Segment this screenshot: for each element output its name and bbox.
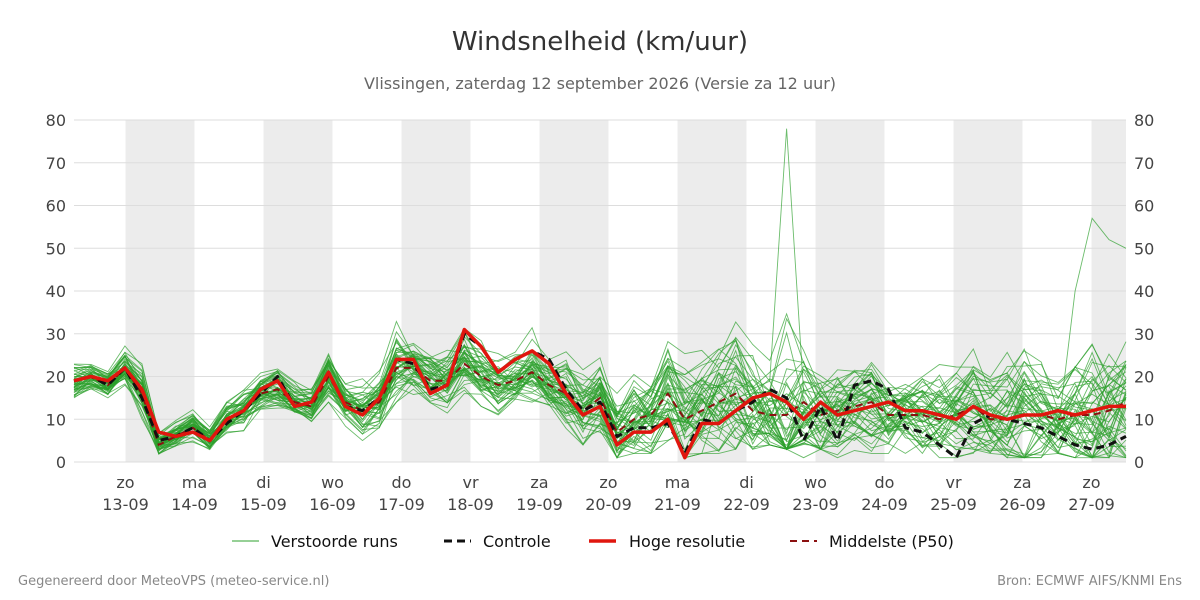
y-axis-right: 0 10 20 30 40 50 60 70 80 — [1134, 111, 1154, 472]
ensemble-member-line — [73, 341, 1127, 451]
x-tick-date: 26-09 — [999, 495, 1046, 514]
y-tick-label-right: 0 — [1134, 453, 1144, 472]
ensemble-member-line — [73, 352, 1127, 459]
x-tick-day: do — [875, 473, 895, 492]
x-tick-day: za — [1013, 473, 1031, 492]
x-tick-day: di — [739, 473, 754, 492]
footer-source: Bron: ECMWF AIFS/KNMI Ens — [997, 574, 1182, 589]
x-tick-date: 20-09 — [585, 495, 632, 514]
x-tick-day: wo — [804, 473, 827, 492]
legend-median-label: Middelste (P50) — [829, 532, 954, 551]
x-tick-day: wo — [321, 473, 344, 492]
ensemble-member-line — [73, 339, 1127, 459]
x-tick-date: 18-09 — [447, 495, 494, 514]
y-tick-label-left: 30 — [46, 325, 66, 344]
x-tick-day: vr — [945, 473, 961, 492]
footer-credit: Gegenereerd door MeteoVPS (meteo-service… — [18, 574, 329, 589]
y-axis-left: 0 10 20 30 40 50 60 70 80 — [46, 111, 66, 472]
main-series — [73, 327, 1127, 460]
y-tick-label-left: 50 — [46, 239, 66, 258]
x-tick-day: zo — [599, 473, 617, 492]
y-tick-label-left: 0 — [56, 453, 66, 472]
x-tick-day: vr — [462, 473, 478, 492]
x-tick-day: za — [530, 473, 548, 492]
x-tick-day: do — [392, 473, 412, 492]
x-tick-date: 22-09 — [723, 495, 770, 514]
y-tick-label-right: 10 — [1134, 410, 1154, 429]
x-axis: zo 13-09 ma 14-09 di 15-09 wo 16-09 do 17-09 vr 18-… — [102, 473, 1115, 514]
ensemble-member-line — [73, 355, 1127, 459]
x-tick-date: 21-09 — [654, 495, 701, 514]
y-tick-label-right: 80 — [1134, 111, 1154, 130]
legend-highres-label: Hoge resolutie — [629, 532, 745, 551]
x-tick-date: 23-09 — [792, 495, 839, 514]
y-tick-label-right: 50 — [1134, 239, 1154, 258]
ensemble-member-line — [73, 361, 1127, 459]
chart-subtitle: Vlissingen, zaterdag 12 september 2026 (… — [364, 74, 836, 93]
y-tick-label-right: 60 — [1134, 197, 1154, 216]
ensemble-member-line — [73, 345, 1127, 456]
y-tick-label-right: 30 — [1134, 325, 1154, 344]
y-tick-label-left: 80 — [46, 111, 66, 130]
x-tick-date: 27-09 — [1068, 495, 1115, 514]
y-tick-label-left: 10 — [46, 410, 66, 429]
x-tick-day: ma — [665, 473, 690, 492]
y-tick-label-right: 40 — [1134, 282, 1154, 301]
y-tick-label-right: 70 — [1134, 154, 1154, 173]
ensemble-member-line — [73, 327, 1127, 459]
x-tick-day: ma — [182, 473, 207, 492]
x-tick-day: di — [256, 473, 271, 492]
x-tick-date: 16-09 — [309, 495, 356, 514]
x-tick-date: 17-09 — [378, 495, 425, 514]
x-tick-date: 25-09 — [930, 495, 977, 514]
high-res-line — [73, 327, 1126, 460]
y-tick-label-left: 60 — [46, 197, 66, 216]
legend-control-label: Controle — [483, 532, 551, 551]
legend-ensemble-label: Verstoorde runs — [271, 532, 398, 551]
x-tick-date: 14-09 — [171, 495, 218, 514]
x-tick-date: 13-09 — [102, 495, 149, 514]
y-tick-label-right: 20 — [1134, 368, 1154, 387]
y-tick-label-left: 70 — [46, 154, 66, 173]
y-tick-label-left: 40 — [46, 282, 66, 301]
legend: Verstoorde runs Controle Hoge resolutie … — [232, 532, 954, 551]
chart-title: Windsnelheid (km/uur) — [452, 27, 748, 57]
x-tick-day: zo — [1082, 473, 1100, 492]
y-tick-label-left: 20 — [46, 368, 66, 387]
x-tick-day: zo — [116, 473, 134, 492]
x-tick-date: 15-09 — [240, 495, 287, 514]
x-tick-date: 19-09 — [516, 495, 563, 514]
x-tick-date: 24-09 — [861, 495, 908, 514]
